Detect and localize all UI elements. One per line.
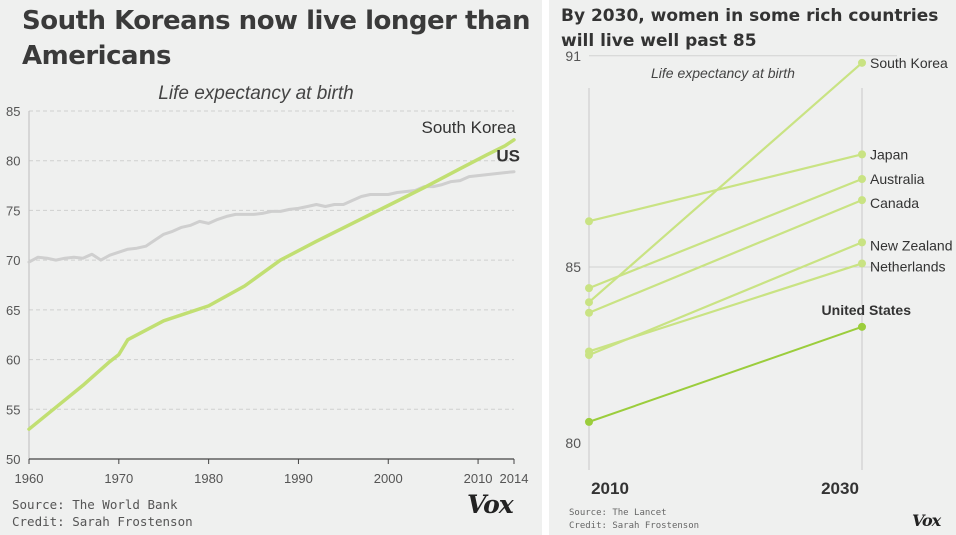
x-tick-label-2010: 2010 <box>464 471 493 486</box>
slope-line-netherlands <box>588 262 863 353</box>
point-2010-canada <box>585 308 593 317</box>
y-tick-label-75: 75 <box>6 203 20 218</box>
y-tick-label-85: 85 <box>6 104 20 119</box>
credit-text: Credit: Sarah Frostenson <box>12 514 193 529</box>
series-label-canada: Canada <box>870 195 919 211</box>
slope-line-south-korea <box>588 62 863 304</box>
x-tick-label-1970: 1970 <box>104 471 133 486</box>
x-tick-label-2014: 2014 <box>500 471 529 486</box>
x-tick-label-1990: 1990 <box>284 471 313 486</box>
chart-panel-right: By 2030, women in some rich countries wi… <box>549 0 956 535</box>
y-tick-label-50: 50 <box>6 452 20 467</box>
point-2030-australia <box>858 175 866 183</box>
series-line-south-korea <box>27 138 516 431</box>
slope-line-united-states <box>588 325 863 423</box>
vox-logo: Vox <box>912 511 941 530</box>
slope-chart-women-life-expectancy: Life expectancy at birth 80 85 91 2010 2030 So… <box>565 48 953 498</box>
series-line-us <box>27 170 516 264</box>
source-block: Source: The Lancet Credit: Sarah Frosten… <box>569 507 699 533</box>
x-tick-label-2000: 2000 <box>374 471 403 486</box>
y-tick-label-80: 80 <box>6 154 20 169</box>
slope-line-australia <box>588 177 863 290</box>
slope-line-japan <box>588 153 863 223</box>
point-2030-canada <box>858 196 866 205</box>
y-tick-label-85: 85 <box>565 259 581 275</box>
series-label-south-korea: South Korea <box>421 118 516 137</box>
y-tick-label-70: 70 <box>6 253 20 268</box>
source-block: Source: The World Bank Credit: Sarah Fro… <box>12 496 193 530</box>
chart-subtitle: Life expectancy at birth <box>651 65 795 81</box>
series-label-netherlands: Netherlands <box>870 258 946 274</box>
series-label-new-zealand: New Zealand <box>870 237 953 253</box>
x-tick-label-2010: 2010 <box>591 479 629 498</box>
y-tick-label-60: 60 <box>6 353 20 368</box>
point-2010-south-korea <box>585 298 593 307</box>
x-tick-label-1980: 1980 <box>194 471 223 486</box>
y-tick-label-55: 55 <box>6 402 20 417</box>
vox-logo: Vox <box>467 490 514 519</box>
series-label-us: US <box>496 147 520 166</box>
chart-panel-left: South Koreans now live longer than Ameri… <box>0 0 542 535</box>
slope-line-canada <box>588 199 863 314</box>
point-2010-netherlands <box>585 347 593 356</box>
series-label-south-korea: South Korea <box>870 55 948 71</box>
point-2010-united-states <box>585 417 593 426</box>
source-text: Source: The Lancet <box>569 508 667 518</box>
point-2030-south-korea <box>858 58 866 67</box>
line-chart-life-expectancy: Life expectancy at birth 50 55 60 65 70 75 80 85… <box>6 83 529 486</box>
source-text: Source: The World Bank <box>12 497 178 512</box>
point-2030-netherlands <box>858 259 866 268</box>
x-tick-label-2030: 2030 <box>821 479 859 498</box>
point-2030-new-zealand <box>858 238 866 247</box>
chart-title: By 2030, women in some rich countries wi… <box>561 6 939 51</box>
series-label-australia: Australia <box>870 171 925 187</box>
series-label-japan: Japan <box>870 146 908 162</box>
point-2010-japan <box>585 217 593 226</box>
y-tick-label-91: 91 <box>565 48 581 64</box>
series-label-united-states: United States <box>822 302 912 318</box>
y-tick-label-80: 80 <box>565 435 581 451</box>
chart-subtitle: Life expectancy at birth <box>158 83 353 104</box>
credit-text: Credit: Sarah Frostenson <box>569 521 700 531</box>
point-2010-australia <box>585 284 593 293</box>
point-2030-japan <box>858 150 866 159</box>
y-tick-label-65: 65 <box>6 303 20 318</box>
point-2030-united-states <box>858 322 866 331</box>
x-tick-label-1960: 1960 <box>15 471 44 486</box>
chart-title: South Koreans now live longer than Ameri… <box>22 6 530 71</box>
